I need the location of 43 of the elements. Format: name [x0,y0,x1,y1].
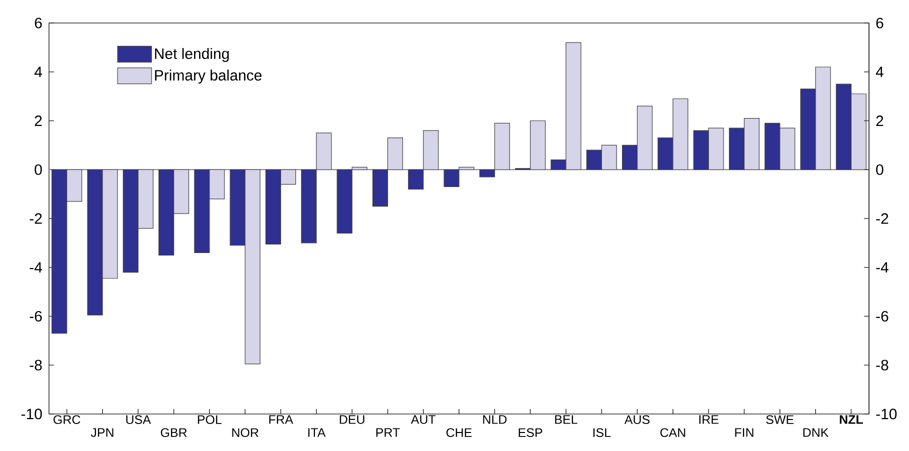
y-tick-label: 0 [34,164,42,175]
legend-label: Net lending [155,48,229,62]
x-tick-label: GRC [54,415,80,424]
y2-tick-label: 6 [876,18,884,28]
x-tick-label: AUS [624,415,650,424]
x-tick-label: CHE [446,428,472,438]
y-tick-label: -6 [30,310,42,322]
x-tick-label: ISL [593,428,611,438]
y2-tick-label: -4 [876,262,888,273]
y-tick-label: -4 [30,262,42,273]
x-tick-label: DNK [803,428,829,437]
x-tick-label: JPN [90,428,114,437]
y-tick-label: 4 [34,66,42,78]
y2-tick-label: 2 [876,116,884,126]
x-tick-label: BEL [555,415,578,424]
y2-tick-label: -8 [876,360,888,370]
y2-tick-label: -6 [876,310,888,322]
y2-tick-label: 4 [876,66,884,78]
legend-label: Primary balance [155,70,262,84]
y2-tick-label: 0 [876,164,884,175]
y-tick-label: -2 [30,213,42,224]
x-tick-label: USA [126,415,151,424]
x-tick-label: CAN [660,428,686,438]
y2-tick-label: -2 [876,213,888,224]
x-tick-label: SWE [766,415,794,424]
x-tick-label: PRT [376,428,400,437]
x-tick-label: ESP [518,428,542,438]
y-tick-label: 6 [34,18,42,28]
x-tick-label: ITA [308,428,326,437]
x-tick-label: DEU [340,415,364,424]
x-tick-label: NLD [483,415,507,424]
y2-tick-label: -10 [876,408,897,420]
y-tick-label: 2 [34,116,42,126]
x-tick-label: POL [198,415,222,424]
x-tick-label: FRA [269,415,294,424]
x-tick-label: GBR [160,428,187,438]
x-tick-label: IRE [699,415,718,424]
x-tick-label: NOR [232,428,258,438]
x-tick-label: NZL [840,415,863,424]
x-tick-label: FIN [735,428,754,437]
y-tick-label: -8 [30,360,42,370]
x-tick-label: AUT [410,415,436,424]
y-tick-label: -10 [21,408,42,420]
